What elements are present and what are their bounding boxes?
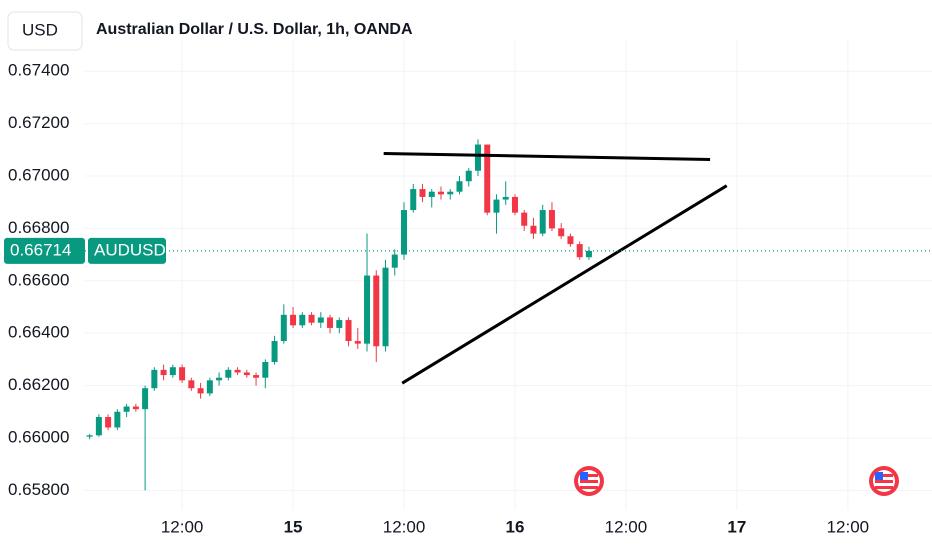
candle-body (354, 341, 361, 344)
candle-body (216, 377, 223, 381)
candle-body (428, 191, 435, 197)
candle-body (317, 317, 324, 323)
candle-body (530, 225, 537, 234)
candle-body (271, 341, 278, 362)
price-badge (4, 237, 85, 264)
candle-body (447, 191, 454, 195)
candle-body (364, 275, 371, 344)
candle-body (114, 411, 121, 428)
event-icon[interactable] (869, 466, 899, 496)
candle-body (142, 388, 149, 410)
candle-body (188, 380, 195, 389)
y-tick-label: 0.66200 (8, 375, 69, 394)
symbol-badge (88, 237, 166, 264)
y-tick-label: 0.65800 (8, 480, 69, 499)
candle-body (160, 369, 167, 376)
candle-body (474, 144, 481, 171)
candle-body (585, 250, 592, 258)
y-tick-label: 0.66800 (8, 218, 69, 237)
currency-button[interactable] (7, 11, 83, 51)
price-label: 0.66714 (10, 240, 71, 259)
candle-body (456, 181, 463, 192)
candle-body (151, 369, 158, 389)
candle-body (511, 196, 518, 213)
candle-body (179, 367, 186, 381)
y-tick-label: 0.67000 (8, 165, 69, 184)
trend-line (383, 151, 711, 161)
x-tick-label: 12:00 (605, 517, 648, 536)
event-icon[interactable] (574, 466, 604, 496)
candle-body (299, 314, 306, 326)
candle-body (197, 388, 204, 394)
candle-body (253, 375, 260, 378)
candle-body (132, 406, 139, 410)
candle-body (558, 228, 565, 237)
candle-body (502, 196, 509, 200)
candle-body (206, 380, 213, 394)
x-tick-label: 15 (284, 517, 303, 536)
chart-title: Australian Dollar / U.S. Dollar, 1h, OAN… (96, 21, 413, 38)
currency[interactable]: USD (22, 20, 58, 39)
x-tick-label: 12:00 (161, 517, 204, 536)
y-tick-label: 0.67400 (8, 61, 69, 80)
candle-body (410, 189, 417, 211)
symbol-label: AUDUSD (94, 240, 166, 259)
candle-body (484, 144, 491, 213)
x-tick-label: 12:00 (827, 517, 870, 536)
candle-body (105, 417, 112, 428)
candle-body (345, 320, 352, 342)
candle-body (465, 170, 472, 182)
x-tick-label: 17 (727, 517, 746, 536)
candle-body (243, 372, 250, 376)
candle-body (234, 369, 241, 373)
candle-body (391, 254, 398, 268)
x-tick-label: 16 (506, 517, 525, 536)
candle-body (262, 361, 269, 378)
candle-body (280, 314, 287, 342)
candle-body (327, 317, 334, 328)
candle-body (548, 210, 555, 229)
candle-body (86, 435, 93, 437)
candle-body (437, 191, 444, 195)
candle-body (382, 267, 389, 347)
candle-body (401, 210, 408, 255)
candle-body (576, 244, 583, 258)
trend-line (401, 184, 728, 385)
candle-body (419, 189, 426, 197)
candle-body (567, 236, 574, 245)
candle-body (308, 314, 315, 323)
candle-body (123, 406, 130, 412)
x-tick-label: 12:00 (383, 517, 426, 536)
candle-body (95, 417, 102, 436)
candle-body (169, 367, 176, 376)
y-tick-label: 0.66000 (8, 427, 69, 446)
y-tick-label: 0.66600 (8, 270, 69, 289)
candle-body (373, 275, 380, 347)
y-tick-label: 0.67200 (8, 113, 69, 132)
candle-body (539, 210, 546, 234)
candle-body (290, 314, 297, 326)
candle-body (336, 320, 343, 328)
y-tick-label: 0.66400 (8, 323, 69, 342)
candle-body (225, 369, 232, 378)
candle-body (493, 199, 500, 213)
candle-body (521, 212, 528, 226)
